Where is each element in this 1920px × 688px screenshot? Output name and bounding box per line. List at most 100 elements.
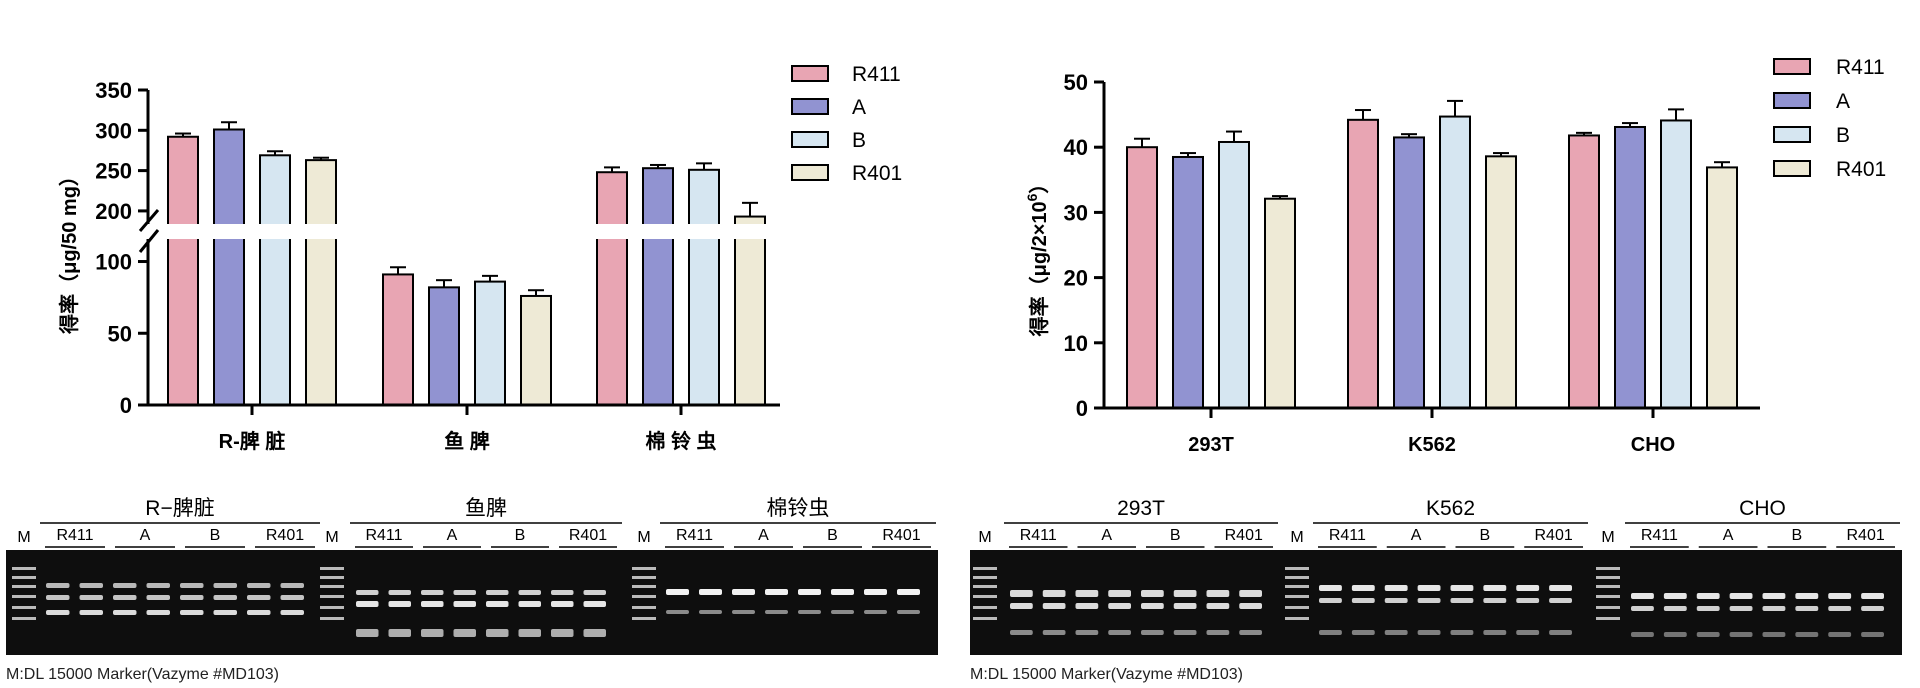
gel-sample-band bbox=[897, 610, 920, 614]
gel-sample-band bbox=[247, 610, 271, 615]
legend-label-R401: R401 bbox=[1836, 158, 1886, 181]
gel-sample-band bbox=[765, 589, 788, 595]
gel-ladder-band bbox=[320, 606, 344, 609]
gel-sample-band bbox=[1861, 606, 1884, 611]
gel-sample-band bbox=[79, 610, 103, 615]
y-tick-label: 350 bbox=[95, 78, 132, 103]
gel-sample-band bbox=[699, 610, 722, 614]
gel-sample-band bbox=[551, 629, 574, 637]
gel-lane-label: R411 bbox=[1329, 527, 1366, 544]
gel-sample-band bbox=[486, 601, 509, 607]
bar-R401-2 bbox=[1706, 166, 1738, 409]
gel-marker-label: M bbox=[325, 529, 338, 546]
gel-sample-band bbox=[551, 590, 574, 595]
gel-sample-band bbox=[864, 610, 887, 614]
y-tick-label: 0 bbox=[120, 393, 132, 418]
gel-ladder-band bbox=[973, 606, 997, 609]
gel-sample-band bbox=[1549, 585, 1572, 591]
gel-sample-band bbox=[113, 610, 137, 615]
gel-sample-band bbox=[1762, 606, 1786, 611]
legend-swatch-A bbox=[791, 98, 829, 115]
legend-label-A: A bbox=[1836, 90, 1850, 113]
gel-sample-band bbox=[280, 610, 304, 615]
bar-R411-0 bbox=[167, 135, 199, 406]
gel-sample-band bbox=[46, 610, 70, 615]
y-tick-label: 50 bbox=[1064, 70, 1088, 95]
gel-sample-band bbox=[1450, 585, 1474, 591]
gel-sample-band bbox=[247, 583, 271, 588]
gel-sample-band bbox=[1762, 593, 1786, 599]
chart-tissue-yield: 350 300 250 200 100 50 0 R-脾 脏 鱼 脾 棉 铃 虫 得率（μg/50 … bbox=[57, 63, 902, 453]
gel-sample-band bbox=[180, 610, 204, 615]
gel-sample-band bbox=[146, 610, 170, 615]
y-tick-label: 250 bbox=[95, 159, 132, 184]
legend-label-R411: R411 bbox=[1836, 56, 1885, 79]
gel-note: M:DL 15000 Marker(Vazyme #MD103) bbox=[970, 666, 1243, 683]
gel-sample-band bbox=[1319, 585, 1342, 591]
gel-sample-band bbox=[113, 595, 137, 600]
gel-sample-band bbox=[1631, 593, 1654, 599]
x-category-label: R-脾 脏 bbox=[219, 429, 286, 453]
y-tick-label: 0 bbox=[1076, 396, 1088, 421]
gel-sample-band bbox=[213, 583, 237, 588]
gel-sample-band bbox=[453, 629, 476, 637]
bar-B-2 bbox=[688, 168, 720, 406]
x-category-label: CHO bbox=[1631, 434, 1675, 456]
gel-sample-band bbox=[1663, 593, 1687, 599]
gel-group-title: 293T bbox=[1117, 497, 1165, 520]
bar-A-0 bbox=[213, 128, 245, 406]
gel-group-title: 鱼脾 bbox=[465, 497, 507, 520]
gel-ladder-band bbox=[632, 567, 656, 570]
gel-panel-cells: 293T M R411 A B R401 K562 M R411 A B R401 CHO M R411 A B… bbox=[970, 497, 1902, 683]
gel-lane-label: B bbox=[210, 527, 221, 544]
gel-lane-label: B bbox=[827, 527, 838, 544]
gel-ladder-band bbox=[973, 567, 997, 570]
legend-label-B: B bbox=[852, 129, 866, 152]
gel-sample-band bbox=[1696, 632, 1720, 637]
gel-sample-band bbox=[583, 629, 606, 637]
chart-cell-yield: 50 40 30 20 10 0 293T K562 CHO 得率（μg/2×106） R411 AB… bbox=[1024, 56, 1886, 456]
gel-sample-band bbox=[1010, 630, 1033, 635]
gel-sample-band bbox=[1483, 598, 1507, 603]
gel-sample-band bbox=[1108, 603, 1131, 609]
gel-sample-band bbox=[486, 629, 509, 637]
gel-ladder-band bbox=[1596, 585, 1620, 588]
y-axis-label: 得率（μg/50 mg） bbox=[57, 166, 81, 335]
gel-sample-band bbox=[1141, 590, 1164, 597]
gel-sample-band bbox=[421, 590, 444, 595]
gel-sample-band bbox=[1828, 606, 1852, 611]
gel-sample-band bbox=[1351, 585, 1375, 591]
y-axis-label-superscript: 6 bbox=[1024, 193, 1040, 201]
y-axis-label: 得率（μg/2×106） bbox=[1024, 174, 1051, 338]
gel-ladder-band bbox=[1285, 595, 1309, 598]
gel-sample-band bbox=[1631, 606, 1654, 611]
gel-lane-label: R401 bbox=[569, 527, 607, 544]
gel-ladder-band bbox=[973, 617, 997, 620]
bar-B-0 bbox=[1218, 140, 1250, 409]
gel-sample-band bbox=[1108, 590, 1131, 597]
gel-sample-band bbox=[699, 589, 722, 595]
gel-sample-band bbox=[1042, 590, 1066, 597]
gel-sample-band bbox=[180, 583, 204, 588]
gel-ladder-band bbox=[632, 595, 656, 598]
gel-sample-band bbox=[388, 601, 411, 607]
gel-lane-label: R401 bbox=[1225, 527, 1263, 544]
gel-sample-band bbox=[1141, 630, 1164, 635]
gel-sample-band bbox=[1861, 593, 1884, 599]
gel-ladder-band bbox=[320, 576, 344, 579]
gel-lane-label: R411 bbox=[676, 527, 713, 544]
gel-ladder-band bbox=[320, 585, 344, 588]
gel-sample-band bbox=[583, 601, 606, 607]
y-tick-label: 200 bbox=[95, 199, 132, 224]
gel-sample-band bbox=[453, 601, 476, 607]
gel-sample-band bbox=[356, 601, 379, 607]
gel-panel-tissue: R−脾脏 M R411 A B R401 鱼脾 M R411 A B R401 棉铃虫 M R411 A B R4… bbox=[6, 497, 938, 683]
gel-sample-band bbox=[180, 595, 204, 600]
bar-R411-1 bbox=[382, 273, 414, 406]
gel-sample-band bbox=[1417, 630, 1441, 635]
gel-sample-band bbox=[831, 589, 854, 595]
gel-sample-band bbox=[213, 610, 237, 615]
gel-ladder-band bbox=[12, 585, 36, 588]
bar-R401-2 bbox=[734, 215, 766, 406]
gel-ladder-band bbox=[973, 585, 997, 588]
